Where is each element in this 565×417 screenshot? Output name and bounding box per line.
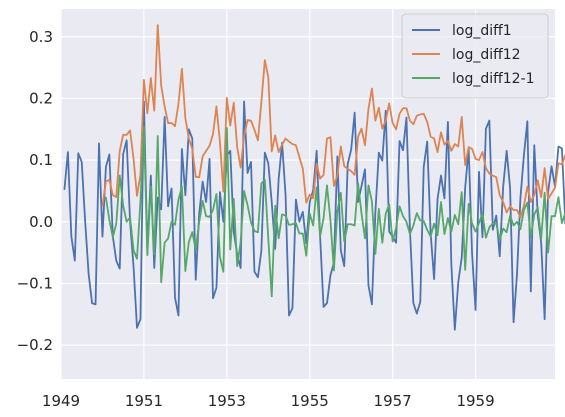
y-tick-label: −0.1 xyxy=(17,274,53,292)
y-tick-label: 0.1 xyxy=(29,151,53,169)
y-tick-label: 0.0 xyxy=(29,213,53,231)
x-tick-label: 1959 xyxy=(456,392,494,410)
series-line-log-diff12-1 xyxy=(105,125,565,298)
x-axis: 1949 1951 1953 1955 1957 1959 xyxy=(42,392,495,410)
legend: log_diff1 log_diff12 log_diff12-1 xyxy=(401,13,549,99)
y-tick-label: 0.3 xyxy=(29,28,53,46)
x-tick-label: 1955 xyxy=(291,392,329,410)
series-group xyxy=(63,24,565,331)
x-tick-label: 1953 xyxy=(208,392,246,410)
x-tick-label: 1957 xyxy=(374,392,412,410)
y-axis: −0.2 −0.1 0.0 0.1 0.2 0.3 xyxy=(17,28,53,354)
y-tick-label: −0.2 xyxy=(17,336,53,354)
legend-label-log-diff12-1: log_diff12-1 xyxy=(452,71,535,87)
legend-label-log-diff1: log_diff1 xyxy=(452,23,512,39)
series-line-log-diff12 xyxy=(101,24,565,219)
y-tick-label: 0.2 xyxy=(29,89,53,107)
legend-label-log-diff12: log_diff12 xyxy=(452,47,521,63)
x-tick-label: 1951 xyxy=(125,392,163,410)
x-tick-label: 1949 xyxy=(42,392,80,410)
